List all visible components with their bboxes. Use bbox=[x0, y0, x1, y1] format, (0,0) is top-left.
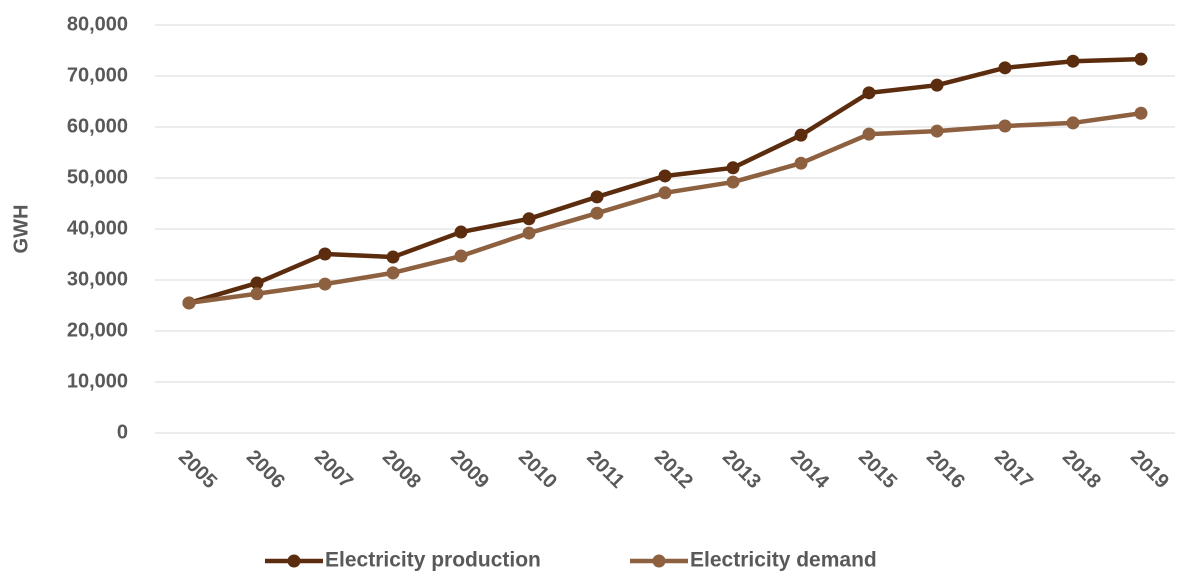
y-tick-label: 0 bbox=[117, 421, 128, 443]
x-tick-label: 2008 bbox=[378, 446, 425, 493]
x-tick-label: 2011 bbox=[582, 446, 628, 492]
x-tick-label: 2005 bbox=[174, 446, 221, 493]
x-tick-label: 2015 bbox=[854, 446, 901, 493]
x-tick-label: 2013 bbox=[718, 446, 765, 493]
y-tick-label: 10,000 bbox=[67, 370, 128, 392]
data-point bbox=[318, 247, 332, 261]
data-point bbox=[386, 250, 400, 264]
x-tick-label: 2018 bbox=[1058, 446, 1105, 493]
data-point bbox=[658, 186, 672, 200]
data-point bbox=[998, 61, 1012, 75]
x-tick-label: 2014 bbox=[786, 446, 834, 494]
x-tick-label: 2010 bbox=[514, 446, 561, 493]
legend-label: Electricity production bbox=[325, 549, 541, 572]
data-point bbox=[250, 276, 264, 290]
y-tick-label: 40,000 bbox=[67, 217, 128, 239]
data-point bbox=[522, 226, 536, 240]
data-point bbox=[454, 249, 468, 263]
data-point bbox=[862, 86, 876, 100]
data-point bbox=[658, 169, 672, 183]
data-point bbox=[590, 190, 604, 204]
data-point bbox=[862, 127, 876, 141]
data-point bbox=[590, 206, 604, 220]
x-tick-label: 2017 bbox=[990, 446, 1037, 493]
x-tick-label: 2019 bbox=[1126, 446, 1173, 493]
y-tick-label: 30,000 bbox=[67, 268, 128, 290]
data-point bbox=[1134, 106, 1148, 120]
x-tick-label: 2016 bbox=[922, 446, 969, 493]
data-point bbox=[998, 119, 1012, 133]
y-tick-label: 20,000 bbox=[67, 319, 128, 341]
x-tick-label: 2006 bbox=[242, 446, 289, 493]
data-point bbox=[1066, 116, 1080, 130]
legend-marker bbox=[652, 554, 666, 568]
y-tick-label: 70,000 bbox=[67, 64, 128, 86]
data-point bbox=[930, 124, 944, 138]
data-point bbox=[726, 161, 740, 175]
data-point bbox=[794, 156, 808, 170]
data-point bbox=[930, 78, 944, 92]
legend: Electricity production Electricity demand bbox=[265, 549, 877, 572]
data-point bbox=[1066, 54, 1080, 68]
y-tick-label: 50,000 bbox=[67, 166, 128, 188]
data-point bbox=[522, 212, 536, 226]
y-axis-label: GWH bbox=[10, 205, 32, 254]
series-line bbox=[188, 111, 1142, 306]
data-point bbox=[454, 225, 468, 239]
data-point bbox=[794, 128, 808, 142]
data-point bbox=[250, 287, 264, 301]
x-tick-label: 2012 bbox=[650, 446, 697, 493]
legend-label: Electricity demand bbox=[690, 549, 877, 572]
y-tick-label: 60,000 bbox=[67, 115, 128, 137]
y-tick-label: 80,000 bbox=[67, 13, 128, 35]
data-point bbox=[726, 175, 740, 189]
data-point bbox=[318, 277, 332, 291]
legend-marker bbox=[287, 554, 301, 568]
x-tick-label: 2007 bbox=[310, 446, 357, 493]
data-point bbox=[386, 266, 400, 280]
data-point bbox=[1134, 52, 1148, 66]
data-point bbox=[182, 296, 196, 310]
x-tick-label: 2009 bbox=[446, 446, 493, 493]
